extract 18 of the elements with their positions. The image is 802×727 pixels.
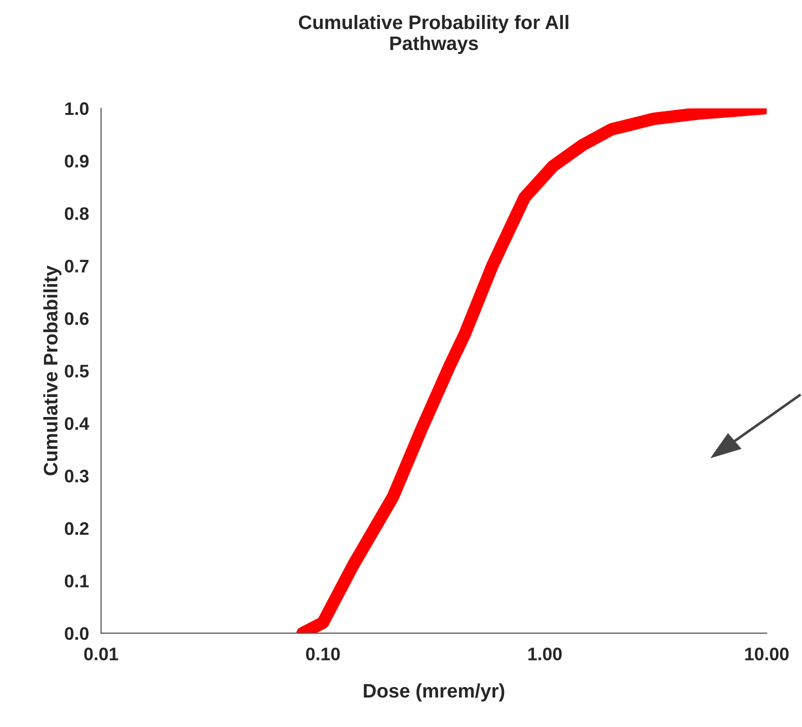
x-axis-title: Dose (mrem/yr) <box>364 683 504 702</box>
y-tick-label: 0.3 <box>64 470 89 482</box>
x-tick-label: 1.00 <box>528 648 562 660</box>
y-tick-label: 0.6 <box>64 312 89 325</box>
x-tick-label: 0.10 <box>306 648 340 660</box>
y-tick-label: 0.1 <box>64 574 89 588</box>
y-tick-label: 0.8 <box>64 207 89 220</box>
y-tick-label: 0.2 <box>64 522 89 535</box>
chart-title: Cumulative Probability for All Pathways <box>298 14 568 54</box>
y-tick-label: 1.0 <box>65 102 89 116</box>
x-tick-label: 10.00 <box>745 648 789 660</box>
y-tick-label: 0.9 <box>64 154 89 168</box>
y-tick-label: 0.7 <box>64 260 88 273</box>
x-tick-label: 0.01 <box>84 648 118 660</box>
y-tick-label: 0.4 <box>64 417 90 430</box>
y-tick-label: 0.0 <box>64 627 89 640</box>
y-tick-label: 0.5 <box>64 364 89 378</box>
y-axis-title: Cumulative Probability <box>43 266 62 476</box>
